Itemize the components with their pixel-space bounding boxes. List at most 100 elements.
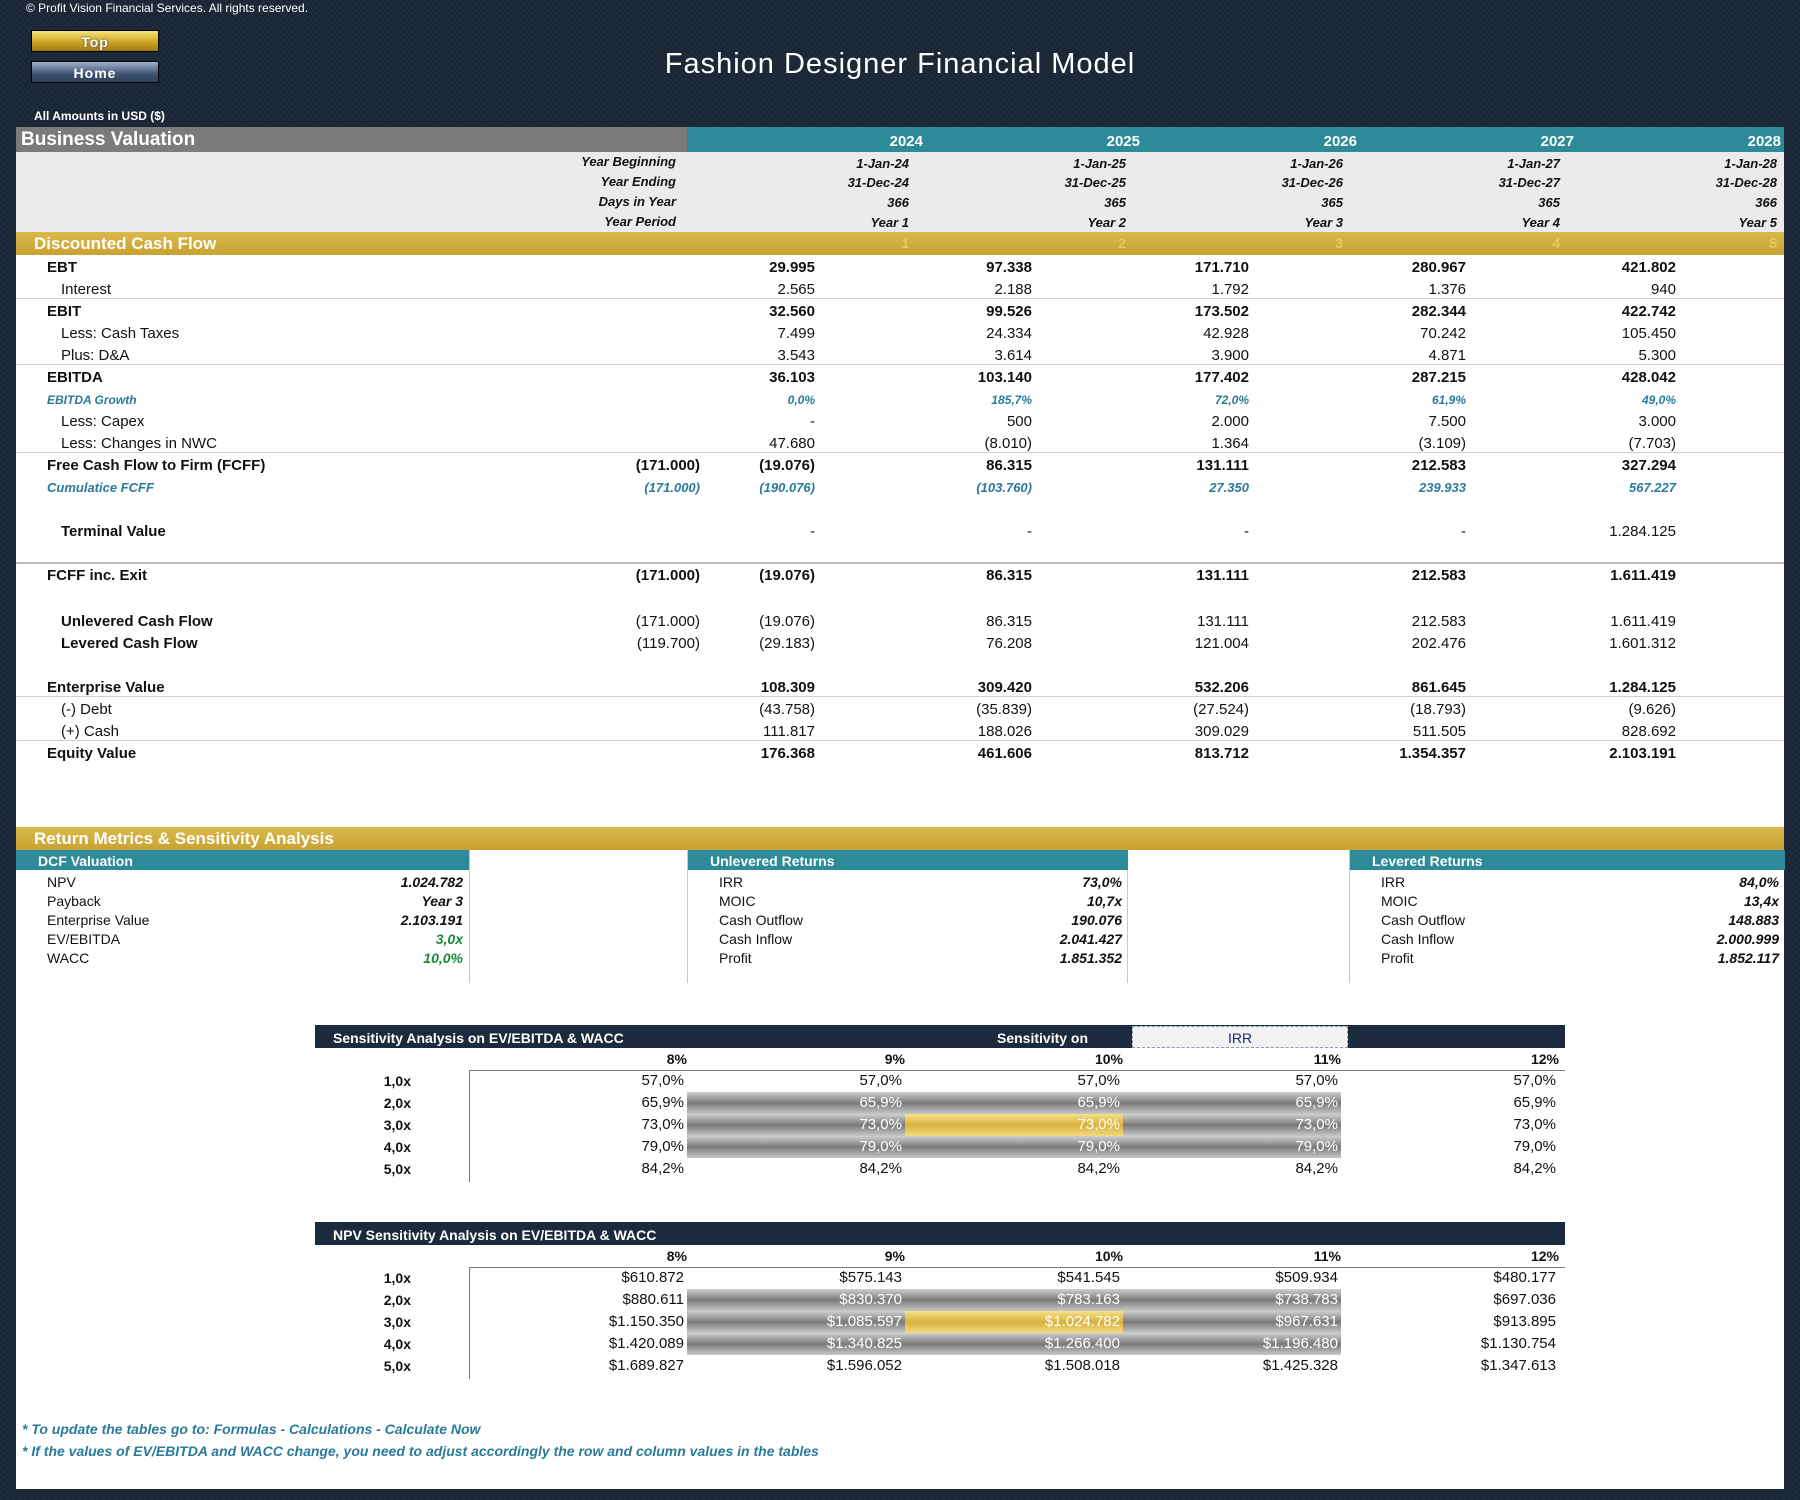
dcf-value-cell: 103.140 xyxy=(977,369,1032,386)
sensitivity-cell: 57,0% xyxy=(859,1072,902,1089)
metric-value: 190.076 xyxy=(1071,912,1122,928)
dcf-value-cell: 309.420 xyxy=(977,679,1032,696)
dcf-value-cell: 813.712 xyxy=(1194,745,1249,762)
sensitivity-cell: 84,2% xyxy=(859,1160,902,1177)
home-button[interactable]: Home xyxy=(31,61,159,83)
metric-label: Cash Inflow xyxy=(1381,931,1455,947)
row-divider xyxy=(16,452,1784,453)
top-button[interactable]: Top xyxy=(31,30,159,52)
dcf-value-cell: (103.760) xyxy=(976,480,1032,495)
sensitivity-metric-select[interactable]: IRR xyxy=(1132,1026,1348,1048)
dcf-row-levered-cash-flow: Levered Cash Flow (119.700) (29.183) 76.208… xyxy=(16,633,1784,655)
metric-label: NPV xyxy=(47,874,76,890)
dcf-initial-value: (119.700) xyxy=(636,635,700,652)
dcf-row-equity-value: Equity Value 176.368 461.606 813.712 1.354.3… xyxy=(16,743,1784,765)
metric-label: Cash Inflow xyxy=(719,931,793,947)
dcf-value-cell: 1.376 xyxy=(1428,281,1466,298)
dcf-value-cell: 500 xyxy=(1006,413,1032,430)
dcf-value-cell: (8.010) xyxy=(984,435,1032,452)
dcf-value-cell: 188.026 xyxy=(977,723,1032,740)
metric-label: Profit xyxy=(719,950,752,966)
dcf-value-cell: 131.111 xyxy=(1196,457,1249,474)
days-label: Days in Year xyxy=(598,194,676,209)
dcf-value-cell: 1.284.125 xyxy=(1609,523,1676,540)
dcf-value-cell: 131.111 xyxy=(1197,613,1249,630)
dcf-value-cell: (9.626) xyxy=(1628,701,1676,718)
dcf-value-cell: 940 xyxy=(1650,281,1676,298)
dcf-value-cell: 111.817 xyxy=(763,723,815,740)
dcf-row-label: Terminal Value xyxy=(61,523,166,540)
dcf-row-label: Less: Capex xyxy=(61,413,145,430)
sensitivity-cell: 65,9% xyxy=(641,1094,684,1111)
metric-row: IRR 73,0% xyxy=(688,871,1128,893)
year-ending-label: Year Ending xyxy=(600,174,676,189)
sensitivity-col-header: 11% xyxy=(1313,1051,1341,1067)
dcf-value-cell: 3.900 xyxy=(1211,347,1249,364)
sensitivity-cell: $830.370 xyxy=(687,1289,905,1311)
dcf-value-cell: 5.300 xyxy=(1638,347,1676,364)
dcf-row-unlevered-cash-flow: Unlevered Cash Flow (171.000) (19.076) 86.3… xyxy=(16,611,1784,633)
unlevered-returns-box-title: Unlevered Returns xyxy=(688,850,1128,870)
dcf-value-cell: 36.103 xyxy=(769,369,815,386)
dcf-row-label: Free Cash Flow to Firm (FCFF) xyxy=(47,457,266,474)
dcf-value-cell: 7.499 xyxy=(777,325,815,342)
sensitivity-cell: 57,0% xyxy=(641,1072,684,1089)
dcf-section-header: Discounted Cash Flow 1 2 3 4 5 xyxy=(16,232,1784,255)
dcf-row-label: Levered Cash Flow xyxy=(61,635,198,652)
dcf-value-cell: 461.606 xyxy=(977,745,1032,762)
irr-sensitivity-header: Sensitivity Analysis on EV/EBITDA & WACC… xyxy=(315,1025,1565,1048)
grid-line xyxy=(469,1267,470,1379)
metric-value: 1.852.117 xyxy=(1717,950,1779,966)
dcf-value-cell: 280.967 xyxy=(1411,259,1466,276)
metric-value: 1.024.782 xyxy=(400,874,463,890)
dcf-value-cell: 171.710 xyxy=(1194,259,1249,276)
dcf-value-cell: 828.692 xyxy=(1621,723,1676,740)
metric-label: IRR xyxy=(1381,874,1406,890)
sensitivity-cell: $1.420.089 xyxy=(608,1335,684,1352)
row-divider xyxy=(16,696,1784,697)
dcf-value-cell: 1.601.312 xyxy=(1609,635,1676,652)
year-beginning-cell: 1-Jan-24 xyxy=(856,156,909,171)
sensitivity-cell: $1.130.754 xyxy=(1480,1335,1556,1352)
dcf-row-capex: Less: Capex - 500 2.000 7.500 3.000 xyxy=(16,411,1784,433)
sensitivity-row-header: 5,0x xyxy=(383,1161,411,1177)
period-area: Year Beginning Year Ending Days in Year … xyxy=(16,152,1784,232)
sensitivity-cell: 79,0% xyxy=(905,1136,1123,1158)
dcf-initial-value: (171.000) xyxy=(635,567,700,584)
dcf-value-cell: 121.004 xyxy=(1194,635,1249,652)
valuation-title: Business Valuation xyxy=(16,127,687,152)
dcf-row-cumulative-fcff: Cumulatice FCFF (171.000) (190.076) (103.76… xyxy=(16,477,1784,499)
dcf-value-cell: 2.103.191 xyxy=(1609,745,1676,762)
dcf-value-cell: 86.315 xyxy=(986,457,1032,474)
dcf-value-cell: 212.583 xyxy=(1411,457,1466,474)
dcf-row-label: FCFF inc. Exit xyxy=(47,567,148,584)
metric-row: Cash Inflow 2.041.427 xyxy=(688,928,1128,950)
period-number: 2 xyxy=(1118,235,1126,251)
dcf-value-cell: 2.188 xyxy=(994,281,1032,298)
dcf-row-ebitda: EBITDA 36.103 103.140 177.402 287.215 428.042 xyxy=(16,367,1784,389)
dcf-value-cell: 173.502 xyxy=(1194,303,1249,320)
irr-sensitivity-title: Sensitivity Analysis on EV/EBITDA & WACC xyxy=(333,1030,624,1046)
dcf-value-cell: 1.792 xyxy=(1211,281,1249,298)
year-ending-cell: 31-Dec-25 xyxy=(1064,175,1126,190)
sensitivity-row-header: 5,0x xyxy=(383,1358,411,1374)
year-beginning-label: Year Beginning xyxy=(581,154,676,169)
sensitivity-row-header: 1,0x xyxy=(383,1270,411,1286)
dcf-value-cell: 567.227 xyxy=(1629,480,1676,495)
sensitivity-cell: $610.872 xyxy=(621,1269,684,1286)
sensitivity-cell: $1.508.018 xyxy=(1044,1357,1120,1374)
dcf-value-cell: 3.543 xyxy=(777,347,815,364)
year-period-cell: Year 2 xyxy=(1087,215,1126,230)
sensitivity-col-header: 8% xyxy=(666,1248,687,1264)
dcf-row-interest: Interest 2.565 2.188 1.792 1.376 940 xyxy=(16,279,1784,301)
year-ending-cell: 31-Dec-26 xyxy=(1281,175,1343,190)
dcf-row-terminal-value: Terminal Value - - - - 1.284.125 xyxy=(16,521,1784,543)
sensitivity-cell: $1.196.480 xyxy=(1123,1333,1341,1355)
metric-row: Enterprise Value 2.103.191 xyxy=(16,909,469,931)
dcf-value-cell: 176.368 xyxy=(760,745,815,762)
note-update-tables: * To update the tables go to: Formulas -… xyxy=(22,1421,481,1437)
grid-line xyxy=(469,1267,1565,1268)
dcf-value-cell: 61,9% xyxy=(1431,393,1466,407)
dcf-value-cell: 282.344 xyxy=(1411,303,1466,320)
dcf-value-cell: 1.364 xyxy=(1211,435,1249,452)
